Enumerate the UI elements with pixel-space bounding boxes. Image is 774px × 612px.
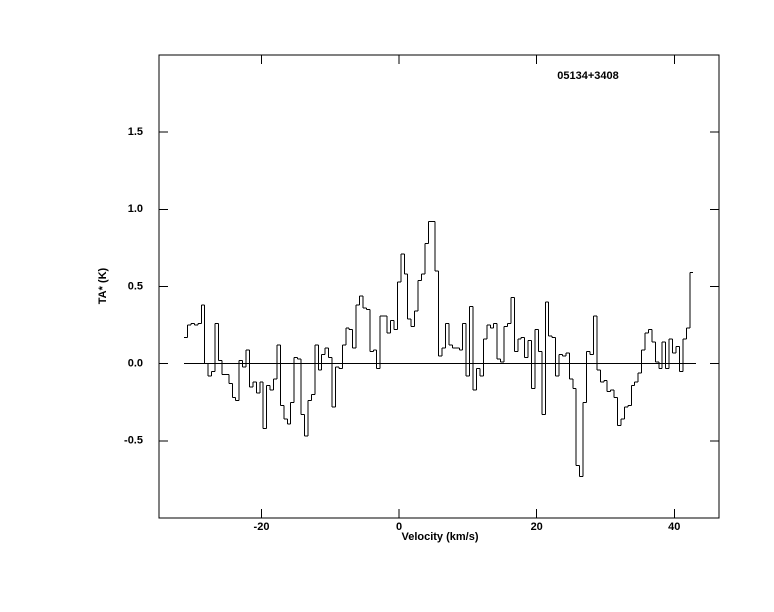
- step-risers: [187, 221, 691, 477]
- y-axis-label: TA* (K): [97, 267, 109, 304]
- x-tick-label: 20: [531, 521, 543, 533]
- y-tick-label: 0.0: [128, 358, 143, 370]
- annotation: 05134+3408: [557, 70, 618, 82]
- x-tick-label: 0: [396, 521, 402, 533]
- x-tick-label: -20: [254, 521, 270, 533]
- y-tick-label: 1.5: [128, 126, 143, 138]
- x-tick-label: 40: [668, 521, 680, 533]
- y-tick-label: -0.5: [124, 435, 143, 447]
- y-tick-label: 1.0: [128, 203, 143, 215]
- y-tick-label: 0.5: [128, 280, 143, 292]
- x-axis-label: Velocity (km/s): [401, 531, 478, 543]
